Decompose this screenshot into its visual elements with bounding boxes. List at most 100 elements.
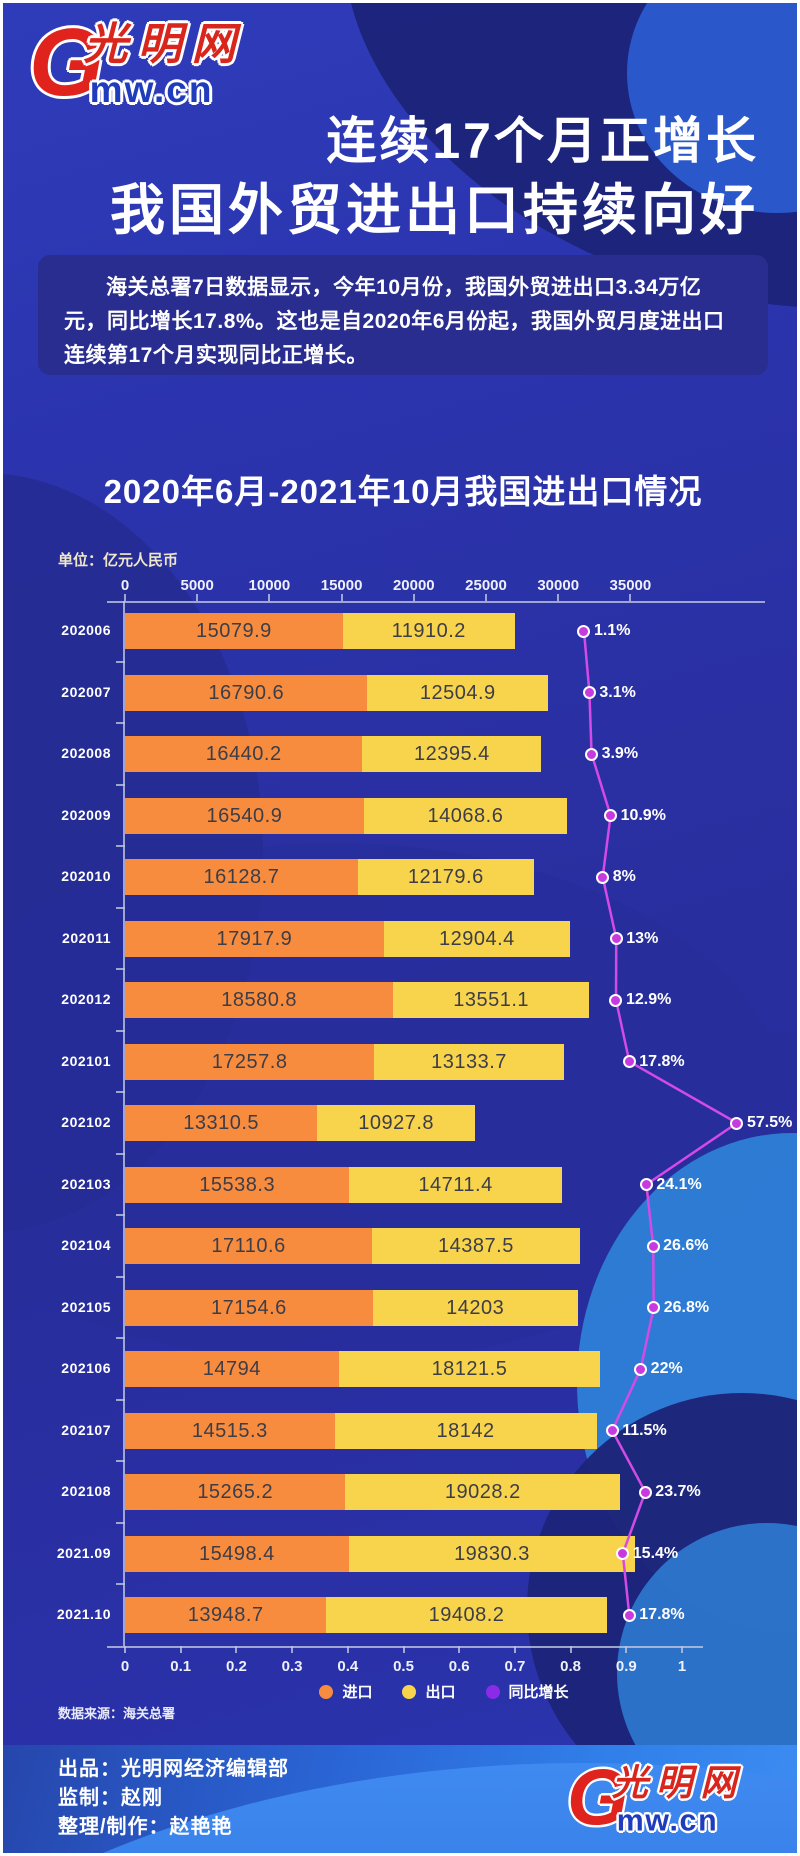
legend-label: 出口 bbox=[425, 1684, 456, 1701]
bar-export-value: 12904.4 bbox=[439, 927, 515, 950]
growth-marker bbox=[609, 932, 623, 945]
bar-import-segment bbox=[125, 1289, 373, 1326]
bar-export-value: 12504.9 bbox=[419, 681, 496, 704]
gmw-logo-bottom: G 光明网 mw.cn bbox=[567, 1759, 745, 1838]
legend-dot-icon bbox=[402, 1684, 417, 1699]
top-axis-tick bbox=[412, 594, 415, 601]
legend-item: 出口 bbox=[402, 1681, 456, 1702]
bottom-axis-tick bbox=[513, 1646, 516, 1653]
category-label: 202011 bbox=[62, 929, 111, 946]
growth-marker bbox=[634, 1362, 648, 1376]
bottom-axis-tick bbox=[402, 1646, 405, 1653]
poster-title-line1: 连续17个月正增长 bbox=[326, 113, 759, 169]
category-label: 202009 bbox=[61, 806, 111, 823]
legend-label: 同比增长 bbox=[508, 1684, 569, 1701]
bar-export-segment bbox=[393, 982, 589, 1018]
gmw-logo-brand-en: mw.cn bbox=[89, 69, 214, 110]
bar-export-value: 19408.2 bbox=[428, 1604, 505, 1626]
top-axis-tick-label: 10000 bbox=[248, 577, 291, 594]
growth-value-label: 8% bbox=[612, 868, 636, 885]
bar-import-segment bbox=[125, 1535, 349, 1572]
bar-export-segment bbox=[383, 920, 571, 957]
growth-marker bbox=[622, 1608, 636, 1622]
bar-import-segment bbox=[125, 920, 384, 957]
bottom-axis-tick-label: 0.9 bbox=[615, 1658, 637, 1675]
category-axis-tick bbox=[116, 845, 125, 848]
category-label: 202108 bbox=[61, 1483, 111, 1499]
bottom-axis-tick-label: 0.1 bbox=[170, 1658, 192, 1675]
intro-box: 海关总署7日数据显示，今年10月份，我国外贸进出口3.34万亿元，同比增长17.… bbox=[38, 255, 768, 375]
bar-import-value: 17110.6 bbox=[211, 1235, 286, 1257]
bar-export-segment bbox=[363, 797, 567, 834]
bottom-axis-line bbox=[107, 1646, 703, 1648]
bar-import-value: 13310.5 bbox=[183, 1112, 259, 1134]
bar-import-segment bbox=[125, 1597, 327, 1633]
growth-value-label: 12.9% bbox=[625, 991, 672, 1008]
category-label: 202101 bbox=[61, 1052, 111, 1069]
bar-import-segment bbox=[125, 1228, 373, 1264]
growth-value-label: 22% bbox=[650, 1360, 683, 1377]
bar-import-value: 15498.4 bbox=[199, 1542, 275, 1565]
bottom-axis-tick bbox=[124, 1646, 126, 1653]
growth-marker bbox=[647, 1301, 661, 1314]
top-axis-tick-label: 15000 bbox=[320, 577, 363, 594]
growth-value-label: 11.5% bbox=[622, 1421, 667, 1439]
bottom-axis-tick-label: 0.4 bbox=[337, 1658, 359, 1675]
category-axis-tick bbox=[116, 1337, 125, 1340]
category-axis-tick bbox=[116, 1091, 125, 1094]
growth-value-label: 3.9% bbox=[601, 745, 639, 762]
bottom-axis-tick-label: 0.6 bbox=[448, 1658, 470, 1675]
footer-produce: 出品：光明网经济编辑部 bbox=[58, 1758, 289, 1780]
category-label: 202012 bbox=[61, 991, 111, 1007]
category-label: 202010 bbox=[61, 868, 111, 884]
gmw-logo-brand-en: mw.cn bbox=[617, 1803, 719, 1837]
top-axis-tick-label: 30000 bbox=[537, 577, 580, 594]
bar-export-value: 14068.6 bbox=[427, 804, 504, 827]
category-label: 202102 bbox=[61, 1114, 111, 1130]
bar-import-value: 15079.9 bbox=[195, 620, 272, 642]
bar-export-segment bbox=[342, 613, 515, 649]
bar-import-segment bbox=[125, 859, 358, 895]
bar-export-value: 14711.4 bbox=[418, 1173, 493, 1196]
growth-marker bbox=[582, 686, 596, 699]
category-axis-tick bbox=[116, 968, 125, 971]
bar-import-segment bbox=[125, 1474, 346, 1510]
growth-value-label: 10.9% bbox=[620, 806, 666, 824]
bar-import-segment bbox=[125, 1043, 375, 1080]
chart-legend: 进口 出口 同比增长 bbox=[125, 1681, 763, 1702]
bar-import-value: 13948.7 bbox=[187, 1604, 264, 1626]
bar-import-segment bbox=[125, 797, 364, 834]
category-axis-tick bbox=[116, 906, 125, 909]
top-axis-tick bbox=[485, 594, 487, 601]
bar-import-value: 16440.2 bbox=[205, 743, 282, 765]
category-label: 202006 bbox=[61, 622, 111, 638]
bottom-axis-tick bbox=[235, 1646, 238, 1653]
growth-marker bbox=[577, 624, 591, 638]
category-axis-tick bbox=[116, 1521, 125, 1524]
bottom-axis-tick-label: 0.3 bbox=[281, 1658, 303, 1675]
growth-marker bbox=[639, 1178, 653, 1191]
bar-export-segment bbox=[326, 1597, 607, 1633]
growth-value-label: 26.8% bbox=[663, 1298, 710, 1316]
bar-import-segment bbox=[125, 1166, 350, 1203]
bottom-axis-tick-label: 0.7 bbox=[504, 1658, 526, 1675]
growth-value-label: 17.8% bbox=[639, 1606, 685, 1623]
bar-export-value: 10927.8 bbox=[358, 1112, 434, 1134]
category-axis-tick bbox=[116, 1398, 125, 1401]
poster-title: 连续17个月正增长 我国外贸进出口持续向好 bbox=[3, 107, 759, 245]
top-axis-tick-label: 35000 bbox=[609, 577, 652, 594]
growth-value-label: 15.4% bbox=[632, 1544, 679, 1562]
bar-export-segment bbox=[338, 1351, 601, 1387]
bar-export-segment bbox=[317, 1105, 475, 1141]
gmw-logo-g-mark: G bbox=[29, 9, 104, 116]
bar-export-value: 18121.5 bbox=[431, 1358, 508, 1380]
bottom-axis-tick bbox=[681, 1646, 683, 1653]
bar-export-segment bbox=[372, 1289, 578, 1326]
category-label: 202008 bbox=[61, 745, 111, 761]
footer-editor: 整理/制作：赵艳艳 bbox=[58, 1816, 233, 1838]
category-label: 202007 bbox=[61, 683, 111, 700]
category-axis-tick bbox=[116, 660, 125, 663]
chart-title: 2020年6月-2021年10月我国进出口情况 bbox=[103, 473, 703, 510]
bar-import-value: 18580.8 bbox=[221, 989, 298, 1011]
top-axis-tick bbox=[196, 594, 199, 601]
